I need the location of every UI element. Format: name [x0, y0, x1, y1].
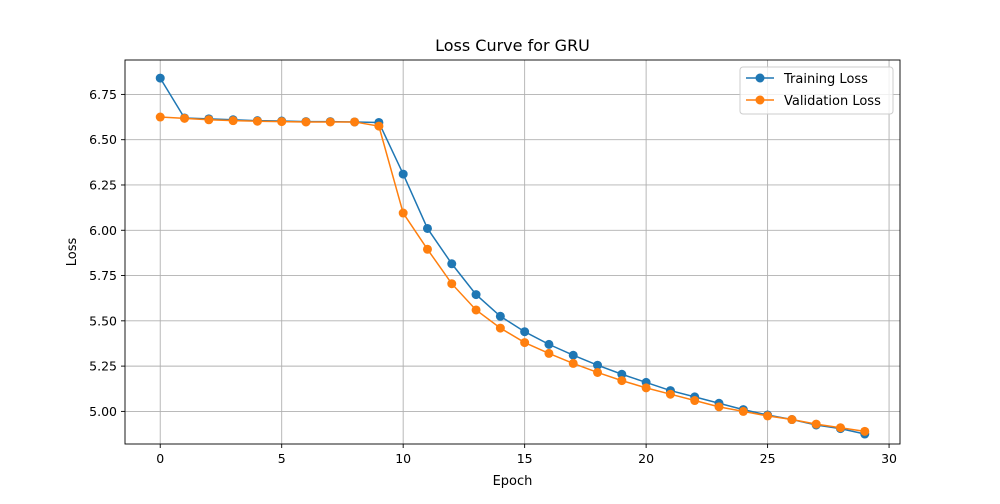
x-tick-label: 15 [517, 451, 533, 466]
data-point-validation-loss [811, 419, 821, 429]
y-tick-label: 6.00 [89, 223, 117, 238]
data-point-training-loss [422, 223, 432, 233]
data-point-validation-loss [398, 208, 408, 218]
data-point-validation-loss [860, 426, 870, 436]
y-tick-label: 5.75 [89, 268, 117, 283]
data-point-validation-loss [350, 117, 360, 127]
data-point-validation-loss [568, 358, 578, 368]
plot-frame [124, 59, 901, 445]
series-line-training-loss [159, 77, 865, 435]
data-point-validation-loss [520, 338, 530, 348]
data-point-validation-loss [738, 406, 748, 416]
data-point-training-loss [155, 73, 165, 83]
series-validation-loss [155, 112, 870, 436]
series-line-validation-loss [160, 116, 865, 433]
data-point-training-loss [568, 350, 578, 360]
x-tick-label: 20 [638, 451, 654, 466]
data-point-validation-loss [593, 367, 603, 377]
grid [125, 60, 900, 444]
data-point-validation-loss [325, 117, 335, 127]
data-point-validation-loss [471, 305, 481, 315]
data-point-validation-loss [835, 423, 845, 433]
data-point-training-loss [520, 327, 530, 337]
data-point-validation-loss [180, 113, 190, 123]
y-tick-label: 5.25 [89, 359, 117, 374]
y-tick-label: 5.00 [89, 404, 117, 419]
y-axis-label: Loss [65, 238, 80, 267]
data-point-training-loss [617, 369, 627, 379]
data-point-validation-loss [204, 115, 214, 125]
series-lines [155, 73, 870, 439]
data-point-validation-loss [641, 383, 651, 393]
data-point-validation-loss [690, 396, 700, 406]
y-tick-label: 5.50 [89, 313, 117, 328]
x-tick-label: 10 [395, 451, 411, 466]
x-tick-label: 5 [278, 451, 286, 466]
x-tick-label: 0 [156, 451, 164, 466]
data-point-validation-loss [155, 112, 165, 122]
data-point-validation-loss [544, 348, 554, 358]
data-point-validation-loss [763, 411, 773, 421]
data-point-validation-loss [714, 402, 724, 412]
data-point-validation-loss [252, 116, 262, 126]
legend-box [739, 66, 894, 115]
data-point-validation-loss [374, 121, 384, 131]
data-point-validation-loss [301, 117, 311, 127]
data-point-validation-loss [228, 116, 238, 126]
data-point-training-loss [398, 169, 408, 179]
y-tick-label: 6.25 [89, 177, 117, 192]
data-point-training-loss [544, 339, 554, 349]
chart-title: Loss Curve for GRU [435, 36, 590, 55]
data-point-training-loss [593, 360, 603, 370]
data-point-validation-loss [447, 279, 457, 289]
data-point-validation-loss [617, 376, 627, 386]
y-tick-label: 6.50 [89, 132, 117, 147]
y-tick-label: 6.75 [89, 87, 117, 102]
x-axis-label: Epoch [493, 474, 533, 489]
data-point-validation-loss [787, 415, 797, 425]
data-point-validation-loss [422, 244, 432, 254]
series-training-loss [155, 73, 870, 439]
data-point-training-loss [495, 311, 505, 321]
data-point-training-loss [471, 290, 481, 300]
legend-marker-training [755, 73, 765, 83]
data-point-validation-loss [277, 117, 287, 127]
legend: Training Loss Validation Loss [739, 66, 894, 115]
x-tick-label: 30 [881, 451, 897, 466]
legend-label-validation: Validation Loss [784, 94, 881, 109]
legend-label-training: Training Loss [783, 72, 868, 87]
data-point-validation-loss [665, 389, 675, 399]
ticks: 0 5 10 15 20 25 30 5.00 5.25 5.50 5.75 6.00 6.25 6.50… [89, 87, 897, 466]
x-tick-label: 25 [760, 451, 776, 466]
data-point-validation-loss [495, 323, 505, 333]
data-point-training-loss [447, 259, 457, 269]
legend-marker-validation [755, 95, 765, 105]
